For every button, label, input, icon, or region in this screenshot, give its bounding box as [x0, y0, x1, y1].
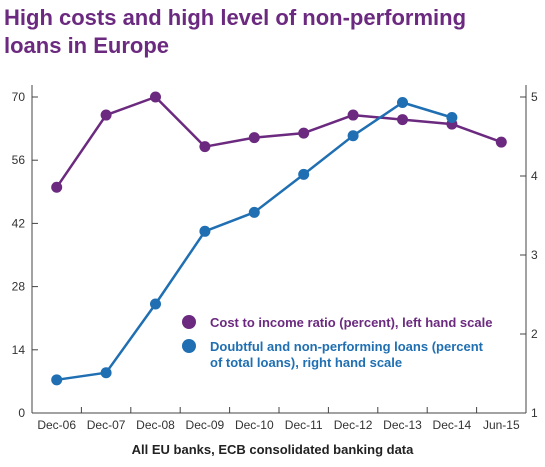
npl-ratio-legend-marker: [182, 339, 196, 353]
x-tick-label: Dec-10: [235, 418, 274, 432]
npl-ratio-point: [150, 298, 161, 310]
left-tick-label: 28: [12, 280, 26, 294]
cost-to-income-point: [100, 109, 112, 121]
cost-to-income-point: [495, 136, 507, 148]
x-tick-label: Dec-06: [37, 418, 76, 432]
npl-ratio-point: [347, 130, 359, 142]
cost-to-income-legend-marker: [182, 315, 196, 329]
cost-to-income-point: [298, 127, 310, 139]
chart-title: High costs and high level of non-perform…: [4, 4, 524, 60]
npl-ratio-point: [51, 374, 63, 386]
x-tick-label: Jun-15: [483, 418, 520, 432]
left-tick-label: 56: [12, 153, 26, 167]
cost-to-income-line: [55, 95, 502, 189]
x-tick-label: Dec-08: [136, 418, 175, 432]
cost-to-income-point: [397, 114, 408, 126]
left-tick-label: 42: [12, 216, 26, 230]
npl-ratio-point: [100, 367, 112, 379]
npl-ratio-point: [397, 97, 408, 109]
x-tick-label: Dec-09: [186, 418, 225, 432]
x-tick-label: Dec-12: [334, 418, 373, 432]
cost-to-income-point: [150, 91, 161, 103]
npl-ratio-legend-label: of total loans), right hand scale: [210, 355, 402, 370]
cost-to-income-point: [199, 141, 211, 153]
x-tick-label: Dec-14: [433, 418, 472, 432]
npl-ratio-point: [248, 206, 260, 218]
npl-ratio-point: [446, 112, 458, 124]
cost-to-income-point: [51, 181, 63, 193]
right-tick-label: 3: [531, 248, 538, 262]
x-tick-label: Dec-07: [87, 418, 126, 432]
cost-to-income-point: [347, 109, 359, 121]
left-tick-label: 14: [12, 343, 26, 357]
right-tick-label: 1: [531, 406, 538, 420]
x-tick-label: Dec-13: [383, 418, 422, 432]
right-tick-label: 5: [531, 90, 538, 104]
chart-title-line-2: loans in Europe: [4, 33, 170, 58]
chart-caption: All EU banks, ECB consolidated banking d…: [131, 442, 414, 457]
cost-to-income-legend-label: Cost to income ratio (percent), left han…: [210, 315, 492, 330]
right-tick-label: 2: [531, 327, 538, 341]
chart-title-line-1: High costs and high level of non-perform…: [4, 5, 467, 30]
npl-ratio-point: [199, 225, 211, 237]
cost-to-income-point: [248, 132, 260, 144]
x-tick-label: Dec-11: [285, 418, 323, 432]
npl-ratio-legend-label: Doubtful and non-performing loans (perce…: [210, 339, 484, 354]
left-tick-label: 0: [18, 406, 25, 420]
right-tick-label: 4: [531, 169, 538, 183]
left-tick-label: 70: [12, 90, 26, 104]
npl-ratio-point: [298, 168, 310, 180]
